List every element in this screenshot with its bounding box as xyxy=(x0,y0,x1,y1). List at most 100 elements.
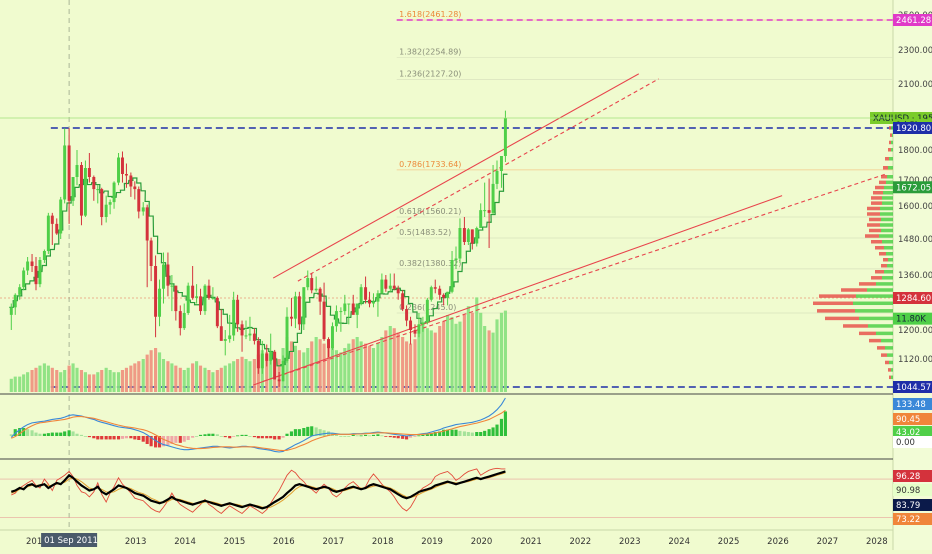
candle-body xyxy=(112,182,116,203)
volume-bar xyxy=(491,332,495,392)
macd-histogram-bar xyxy=(487,429,491,436)
trend-line[interactable] xyxy=(272,73,640,279)
volume-profile-bar-up xyxy=(888,258,893,262)
crosshair-date-tag-label: 01 Sep 2011 xyxy=(44,536,98,546)
volume-profile-bar-down xyxy=(841,288,867,292)
volume-profile-bar-up xyxy=(889,360,893,365)
macd-histogram-bar xyxy=(108,436,112,440)
trend-line-dashed[interactable] xyxy=(297,78,659,282)
time-axis-tick-label: 2013 xyxy=(125,537,147,547)
crosshair-date-tag-background xyxy=(41,533,98,547)
price-axis-tick-label: 1480.00 xyxy=(898,235,932,245)
candle-body xyxy=(438,288,442,295)
volume-bar xyxy=(87,374,91,392)
time-axis-tick-label: 2019 xyxy=(421,537,443,547)
candle-body xyxy=(384,279,388,289)
fib-level-label: 0.618(1560.21) xyxy=(399,207,461,216)
candle-body xyxy=(281,360,285,382)
volume-bar xyxy=(215,370,219,392)
macd-histogram-bar xyxy=(396,436,400,439)
trend-line[interactable] xyxy=(253,195,783,386)
volume-bar xyxy=(195,361,199,392)
volume-bar xyxy=(364,343,368,392)
candle-body xyxy=(368,299,372,304)
volume-profile-bar-up xyxy=(868,324,893,328)
macd-histogram-bar xyxy=(384,436,388,437)
candle-body xyxy=(30,261,34,266)
volume-profile-bar-up xyxy=(884,185,893,190)
macd-histogram-bar xyxy=(232,436,236,437)
macd-histogram-bar xyxy=(30,430,34,436)
volume-bar xyxy=(371,348,376,392)
macd-histogram-bar xyxy=(228,436,232,439)
volume-bar xyxy=(499,312,504,392)
volume-profile-bar-up xyxy=(856,294,893,298)
fib-level-label: 1.236(2127.20) xyxy=(399,69,461,78)
macd-histogram-bar xyxy=(219,436,223,437)
volume-bar xyxy=(252,359,256,392)
candle-body xyxy=(297,296,301,325)
volume-bar xyxy=(18,376,22,392)
stoch-fast-line xyxy=(11,467,506,515)
time-axis-tick-label: 2024 xyxy=(668,537,690,547)
volume-bar xyxy=(92,374,96,392)
candle-body xyxy=(454,258,458,260)
candle-body xyxy=(129,175,133,187)
price-tag-label: 1920.80 xyxy=(896,124,931,134)
volume-bar xyxy=(347,343,351,392)
time-axis-tick-label: 2023 xyxy=(619,537,641,547)
candle-body xyxy=(289,316,293,319)
volume-profile-bar-down xyxy=(877,346,885,350)
macd-histogram-bar xyxy=(388,436,392,438)
price-axis-tick-label: 2100.00 xyxy=(898,80,932,90)
macd-histogram-bar xyxy=(211,433,215,436)
volume-bar xyxy=(198,365,203,392)
macd-histogram-bar xyxy=(458,430,462,436)
price-tag-label: 1672.05 xyxy=(896,183,931,193)
candle-body xyxy=(92,177,96,190)
volume-bar xyxy=(367,345,372,392)
volume-bar xyxy=(293,345,297,392)
volume-bar xyxy=(413,339,417,392)
volume-profile-bar-down xyxy=(883,258,888,262)
macd-histogram-bar xyxy=(462,431,466,436)
macd-histogram-bar xyxy=(479,432,483,436)
macd-histogram-bar xyxy=(417,435,421,437)
volume-bar xyxy=(310,341,314,392)
candle-body xyxy=(495,171,499,184)
volume-bar xyxy=(429,330,433,392)
candle-body xyxy=(67,145,71,201)
time-axis-tick-label: 2014 xyxy=(174,537,196,547)
volume-profile-bar-up xyxy=(886,252,893,256)
volume-bar xyxy=(314,337,318,392)
volume-bar xyxy=(67,365,71,392)
volume-profile-bar-up xyxy=(882,201,893,205)
price-axis-tick-label: 2300.00 xyxy=(898,46,932,56)
volume-bar xyxy=(50,367,54,392)
macd-histogram-bar xyxy=(79,434,84,436)
fib-level-label: 1.382(2254.89) xyxy=(399,48,461,57)
candle-body xyxy=(413,330,417,334)
volume-bar xyxy=(79,370,84,392)
volume-profile-bar-up xyxy=(888,166,893,170)
candle-body xyxy=(446,291,450,298)
volume-bar xyxy=(13,376,17,392)
volume-bar xyxy=(83,372,87,392)
candle-body xyxy=(347,303,351,305)
macd-histogram-bar xyxy=(182,436,186,442)
candle-body xyxy=(18,287,22,295)
trend-line-dashed[interactable] xyxy=(263,173,887,382)
macd-histogram-bar xyxy=(154,436,158,448)
candle-body xyxy=(248,333,252,336)
macd-histogram-bar xyxy=(116,436,121,440)
price-axis-tick-label: 1600.00 xyxy=(898,202,932,212)
candle-body xyxy=(13,294,17,308)
volume-bar xyxy=(446,315,450,392)
macd-value-tag-label: 133.48 xyxy=(896,400,926,410)
macd-value-tag-label: 90.45 xyxy=(896,415,920,425)
volume-profile-bar-up xyxy=(876,331,893,336)
volume-bar xyxy=(450,317,454,392)
macd-histogram-bar xyxy=(293,429,297,436)
